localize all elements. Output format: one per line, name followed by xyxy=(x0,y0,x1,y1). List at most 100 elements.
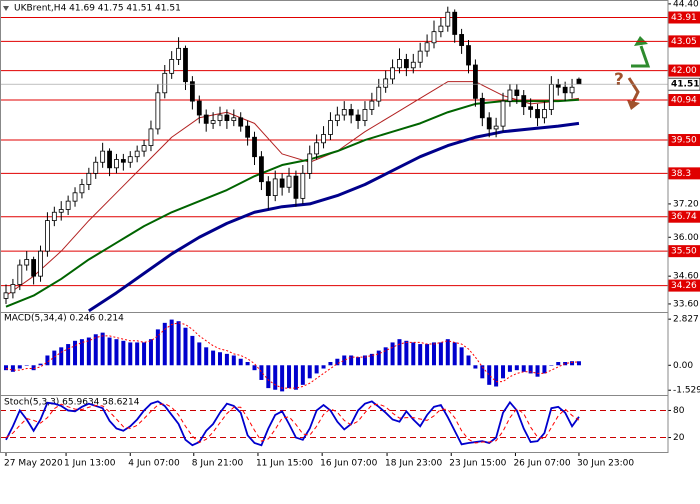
candle-body xyxy=(51,211,57,221)
level-label-box xyxy=(668,11,700,24)
macd-bar xyxy=(425,344,430,366)
candle-body xyxy=(224,114,230,121)
macd-bar xyxy=(411,342,416,366)
macd-bar xyxy=(93,334,98,366)
x-tick-label: 16 Jun 07:00 xyxy=(320,459,377,469)
candle-body xyxy=(417,50,423,63)
macd-bar xyxy=(197,342,202,366)
candle-body xyxy=(548,84,554,110)
candle-body xyxy=(300,172,306,199)
question-mark: ? xyxy=(614,70,624,90)
macd-bar xyxy=(445,339,450,366)
candle-body xyxy=(231,117,237,121)
macd-bar xyxy=(293,365,298,390)
macd-bar xyxy=(556,362,561,366)
level-label-box xyxy=(668,279,700,292)
macd-bar xyxy=(204,347,209,366)
y-tick-label: 36.00 xyxy=(673,233,699,243)
macd-bar xyxy=(542,365,547,374)
candle-body xyxy=(3,292,9,299)
candle-body xyxy=(542,109,547,119)
candle-body xyxy=(176,47,181,60)
candle-body xyxy=(31,259,37,277)
candle-body xyxy=(328,120,333,135)
y-tick-label: -1.529 xyxy=(673,386,700,396)
signal-line xyxy=(5,322,579,389)
candle-body xyxy=(403,59,409,69)
x-tick-label: 18 Jun 23:00 xyxy=(385,459,442,469)
macd-bar xyxy=(300,365,305,385)
candle-body xyxy=(72,192,78,202)
candle-body xyxy=(486,117,492,130)
y-tick-label: 44.40 xyxy=(673,0,699,9)
macd-bar xyxy=(245,362,250,366)
macd-bar xyxy=(100,332,105,366)
macd-bar xyxy=(128,342,133,366)
macd-bar xyxy=(4,365,9,371)
macd-bar xyxy=(328,362,333,366)
candle-body xyxy=(438,25,444,33)
macd-bar xyxy=(148,339,153,366)
x-tick-label: 8 Jun 21:00 xyxy=(192,459,244,469)
candle-body xyxy=(555,84,561,88)
macd-bar xyxy=(24,365,29,366)
symbol-icon xyxy=(3,6,9,11)
macd-bar xyxy=(176,321,181,366)
macd-bar xyxy=(224,353,229,366)
candle-body xyxy=(334,114,340,121)
candle-body xyxy=(148,128,154,146)
candle-body xyxy=(507,89,513,102)
macd-bar xyxy=(501,365,506,379)
macd-bar xyxy=(38,363,43,366)
candle-body xyxy=(183,47,188,83)
level-label: 35.50 xyxy=(671,247,697,257)
candle-body xyxy=(245,125,251,138)
candle-body xyxy=(217,114,223,121)
macd-bar xyxy=(473,365,478,369)
level-label-box xyxy=(668,245,700,258)
macd-bar xyxy=(507,365,512,372)
macd-bar xyxy=(211,350,216,366)
macd-bar xyxy=(369,353,374,366)
macd-bar xyxy=(535,365,540,377)
level-label: 40.94 xyxy=(671,96,697,106)
macd-bar xyxy=(217,352,222,366)
x-tick-label: 4 Jun 07:00 xyxy=(128,459,180,469)
candle-body xyxy=(521,95,527,108)
x-tick-label: 11 Jun 15:00 xyxy=(256,459,313,469)
macd-bar xyxy=(273,365,278,390)
y-tick-label: 33.60 xyxy=(673,299,699,309)
y-tick-label: 20 xyxy=(673,433,685,443)
macd-bar xyxy=(280,365,285,392)
candle-body xyxy=(473,64,478,99)
x-tick-label: 27 May 2020 xyxy=(4,459,63,469)
candle-body xyxy=(397,59,402,69)
candle-body xyxy=(127,156,133,163)
macd-bar xyxy=(528,365,533,374)
macd-bar xyxy=(418,344,423,366)
macd-bar xyxy=(86,337,91,366)
candle-body xyxy=(265,181,271,196)
candle-body xyxy=(17,264,23,285)
candle-body xyxy=(466,45,471,66)
candle-body xyxy=(203,114,209,124)
macd-bar xyxy=(390,342,395,366)
candle-body xyxy=(569,86,575,94)
candle-body xyxy=(355,114,361,121)
macd-bar xyxy=(356,357,361,366)
level-label-box xyxy=(668,94,700,107)
macd-bar xyxy=(162,322,167,366)
macd-bar xyxy=(563,362,568,366)
macd-bar xyxy=(514,365,519,371)
candle-body xyxy=(162,72,168,94)
y-tick-label: 37.20 xyxy=(673,199,699,209)
candle-body xyxy=(445,11,451,27)
macd-bar xyxy=(17,365,22,369)
candle-body xyxy=(141,145,147,152)
candle-body xyxy=(259,156,264,183)
level-label: 43.91 xyxy=(671,13,697,23)
macd-bar xyxy=(52,350,57,366)
candle-body xyxy=(10,284,16,294)
macd-bar xyxy=(59,347,64,366)
